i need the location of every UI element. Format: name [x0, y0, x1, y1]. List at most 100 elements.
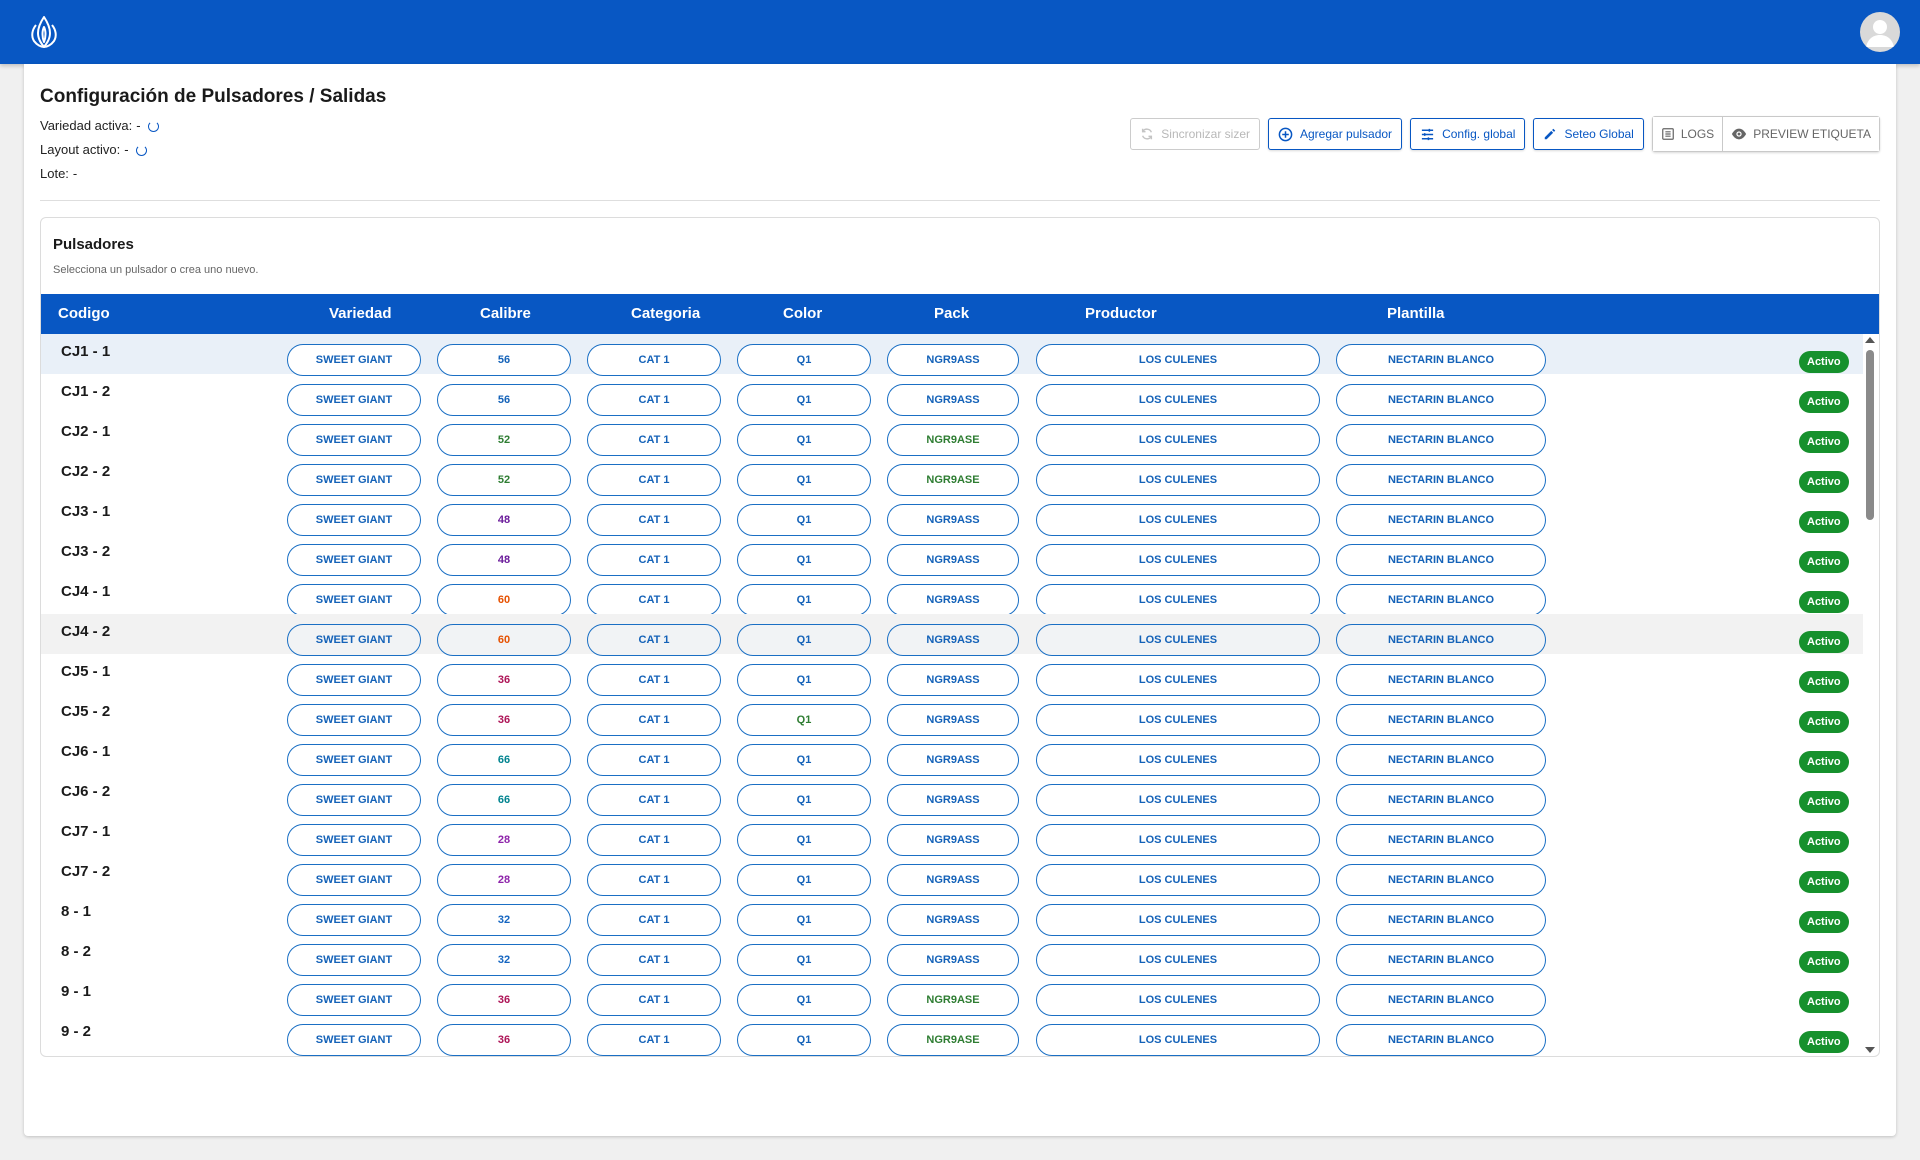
variedad-chip[interactable]: SWEET GIANT — [287, 544, 421, 576]
calibre-chip[interactable]: 32 — [437, 944, 571, 976]
color-chip[interactable]: Q1 — [737, 384, 871, 416]
categoria-chip[interactable]: CAT 1 — [587, 384, 721, 416]
color-chip[interactable]: Q1 — [737, 904, 871, 936]
variedad-chip[interactable]: SWEET GIANT — [287, 624, 421, 656]
pack-chip[interactable]: NGR9ASS — [887, 544, 1019, 576]
variedad-chip[interactable]: SWEET GIANT — [287, 744, 421, 776]
table-row[interactable]: CJ3 - 1 SWEET GIANT 48 CAT 1 Q1 NGR9ASS LOS CU… — [41, 494, 1863, 536]
calibre-chip[interactable]: 66 — [437, 744, 571, 776]
calibre-chip[interactable]: 28 — [437, 824, 571, 856]
categoria-chip[interactable]: CAT 1 — [587, 704, 721, 736]
pack-chip[interactable]: NGR9ASS — [887, 744, 1019, 776]
plantilla-chip[interactable]: NECTARIN BLANCO — [1336, 984, 1546, 1016]
productor-chip[interactable]: LOS CULENES — [1036, 504, 1320, 536]
table-row[interactable]: 9 - 2 SWEET GIANT 36 CAT 1 Q1 NGR9ASE LOS CULE… — [41, 1014, 1863, 1056]
productor-chip[interactable]: LOS CULENES — [1036, 384, 1320, 416]
color-chip[interactable]: Q1 — [737, 1024, 871, 1056]
variedad-chip[interactable]: SWEET GIANT — [287, 464, 421, 496]
plantilla-chip[interactable]: NECTARIN BLANCO — [1336, 544, 1546, 576]
color-chip[interactable]: Q1 — [737, 784, 871, 816]
plantilla-chip[interactable]: NECTARIN BLANCO — [1336, 1024, 1546, 1056]
scroll-down-icon[interactable] — [1865, 1047, 1875, 1053]
productor-chip[interactable]: LOS CULENES — [1036, 464, 1320, 496]
calibre-chip[interactable]: 56 — [437, 384, 571, 416]
categoria-chip[interactable]: CAT 1 — [587, 504, 721, 536]
table-row[interactable]: CJ6 - 1 SWEET GIANT 66 CAT 1 Q1 NGR9ASS LOS CU… — [41, 734, 1863, 776]
productor-chip[interactable]: LOS CULENES — [1036, 544, 1320, 576]
plantilla-chip[interactable]: NECTARIN BLANCO — [1336, 784, 1546, 816]
productor-chip[interactable]: LOS CULENES — [1036, 344, 1320, 376]
color-chip[interactable]: Q1 — [737, 424, 871, 456]
plantilla-chip[interactable]: NECTARIN BLANCO — [1336, 824, 1546, 856]
categoria-chip[interactable]: CAT 1 — [587, 664, 721, 696]
calibre-chip[interactable]: 36 — [437, 664, 571, 696]
productor-chip[interactable]: LOS CULENES — [1036, 904, 1320, 936]
table-row[interactable]: CJ7 - 1 SWEET GIANT 28 CAT 1 Q1 NGR9ASS LOS CU… — [41, 814, 1863, 856]
vertical-scrollbar[interactable] — [1861, 334, 1879, 1056]
calibre-chip[interactable]: 32 — [437, 904, 571, 936]
calibre-chip[interactable]: 66 — [437, 784, 571, 816]
calibre-chip[interactable]: 52 — [437, 464, 571, 496]
variedad-chip[interactable]: SWEET GIANT — [287, 504, 421, 536]
color-chip[interactable]: Q1 — [737, 664, 871, 696]
pack-chip[interactable]: NGR9ASS — [887, 944, 1019, 976]
variedad-chip[interactable]: SWEET GIANT — [287, 784, 421, 816]
color-chip[interactable]: Q1 — [737, 464, 871, 496]
calibre-chip[interactable]: 36 — [437, 1024, 571, 1056]
productor-chip[interactable]: LOS CULENES — [1036, 824, 1320, 856]
variedad-chip[interactable]: SWEET GIANT — [287, 704, 421, 736]
variedad-chip[interactable]: SWEET GIANT — [287, 864, 421, 896]
color-chip[interactable]: Q1 — [737, 344, 871, 376]
preview-etiqueta-button[interactable]: PREVIEW ETIQUETA — [1722, 117, 1879, 151]
calibre-chip[interactable]: 60 — [437, 624, 571, 656]
categoria-chip[interactable]: CAT 1 — [587, 864, 721, 896]
add-pulsador-button[interactable]: Agregar pulsador — [1268, 118, 1403, 150]
sync-sizer-button[interactable]: Sincronizar sizer — [1130, 118, 1260, 150]
calibre-chip[interactable]: 60 — [437, 584, 571, 616]
pack-chip[interactable]: NGR9ASE — [887, 984, 1019, 1016]
productor-chip[interactable]: LOS CULENES — [1036, 624, 1320, 656]
calibre-chip[interactable]: 36 — [437, 984, 571, 1016]
calibre-chip[interactable]: 48 — [437, 504, 571, 536]
calibre-chip[interactable]: 52 — [437, 424, 571, 456]
categoria-chip[interactable]: CAT 1 — [587, 904, 721, 936]
calibre-chip[interactable]: 56 — [437, 344, 571, 376]
variedad-chip[interactable]: SWEET GIANT — [287, 1024, 421, 1056]
categoria-chip[interactable]: CAT 1 — [587, 984, 721, 1016]
categoria-chip[interactable]: CAT 1 — [587, 424, 721, 456]
calibre-chip[interactable]: 36 — [437, 704, 571, 736]
plantilla-chip[interactable]: NECTARIN BLANCO — [1336, 424, 1546, 456]
table-row[interactable]: CJ7 - 2 SWEET GIANT 28 CAT 1 Q1 NGR9ASS LOS CU… — [41, 854, 1863, 896]
scroll-up-icon[interactable] — [1865, 337, 1875, 343]
categoria-chip[interactable]: CAT 1 — [587, 344, 721, 376]
table-row[interactable]: CJ2 - 2 SWEET GIANT 52 CAT 1 Q1 NGR9ASE LOS CU… — [41, 454, 1863, 496]
table-row[interactable]: CJ4 - 1 SWEET GIANT 60 CAT 1 Q1 NGR9ASS LOS CU… — [41, 574, 1863, 616]
color-chip[interactable]: Q1 — [737, 704, 871, 736]
variedad-chip[interactable]: SWEET GIANT — [287, 424, 421, 456]
pack-chip[interactable]: NGR9ASS — [887, 624, 1019, 656]
categoria-chip[interactable]: CAT 1 — [587, 824, 721, 856]
productor-chip[interactable]: LOS CULENES — [1036, 424, 1320, 456]
plantilla-chip[interactable]: NECTARIN BLANCO — [1336, 864, 1546, 896]
table-row[interactable]: 8 - 1 SWEET GIANT 32 CAT 1 Q1 NGR9ASS LOS CULE… — [41, 894, 1863, 936]
categoria-chip[interactable]: CAT 1 — [587, 1024, 721, 1056]
variedad-chip[interactable]: SWEET GIANT — [287, 944, 421, 976]
plantilla-chip[interactable]: NECTARIN BLANCO — [1336, 384, 1546, 416]
productor-chip[interactable]: LOS CULENES — [1036, 944, 1320, 976]
pack-chip[interactable]: NGR9ASS — [887, 904, 1019, 936]
categoria-chip[interactable]: CAT 1 — [587, 584, 721, 616]
config-global-button[interactable]: Config. global — [1410, 118, 1526, 150]
pack-chip[interactable]: NGR9ASS — [887, 344, 1019, 376]
pack-chip[interactable]: NGR9ASS — [887, 704, 1019, 736]
table-row[interactable]: CJ4 - 2 SWEET GIANT 60 CAT 1 Q1 NGR9ASS LOS CU… — [41, 614, 1863, 656]
color-chip[interactable]: Q1 — [737, 624, 871, 656]
plantilla-chip[interactable]: NECTARIN BLANCO — [1336, 744, 1546, 776]
color-chip[interactable]: Q1 — [737, 744, 871, 776]
table-row[interactable]: 8 - 2 SWEET GIANT 32 CAT 1 Q1 NGR9ASS LOS CULE… — [41, 934, 1863, 976]
categoria-chip[interactable]: CAT 1 — [587, 624, 721, 656]
plantilla-chip[interactable]: NECTARIN BLANCO — [1336, 664, 1546, 696]
plantilla-chip[interactable]: NECTARIN BLANCO — [1336, 904, 1546, 936]
pack-chip[interactable]: NGR9ASE — [887, 424, 1019, 456]
categoria-chip[interactable]: CAT 1 — [587, 544, 721, 576]
color-chip[interactable]: Q1 — [737, 584, 871, 616]
